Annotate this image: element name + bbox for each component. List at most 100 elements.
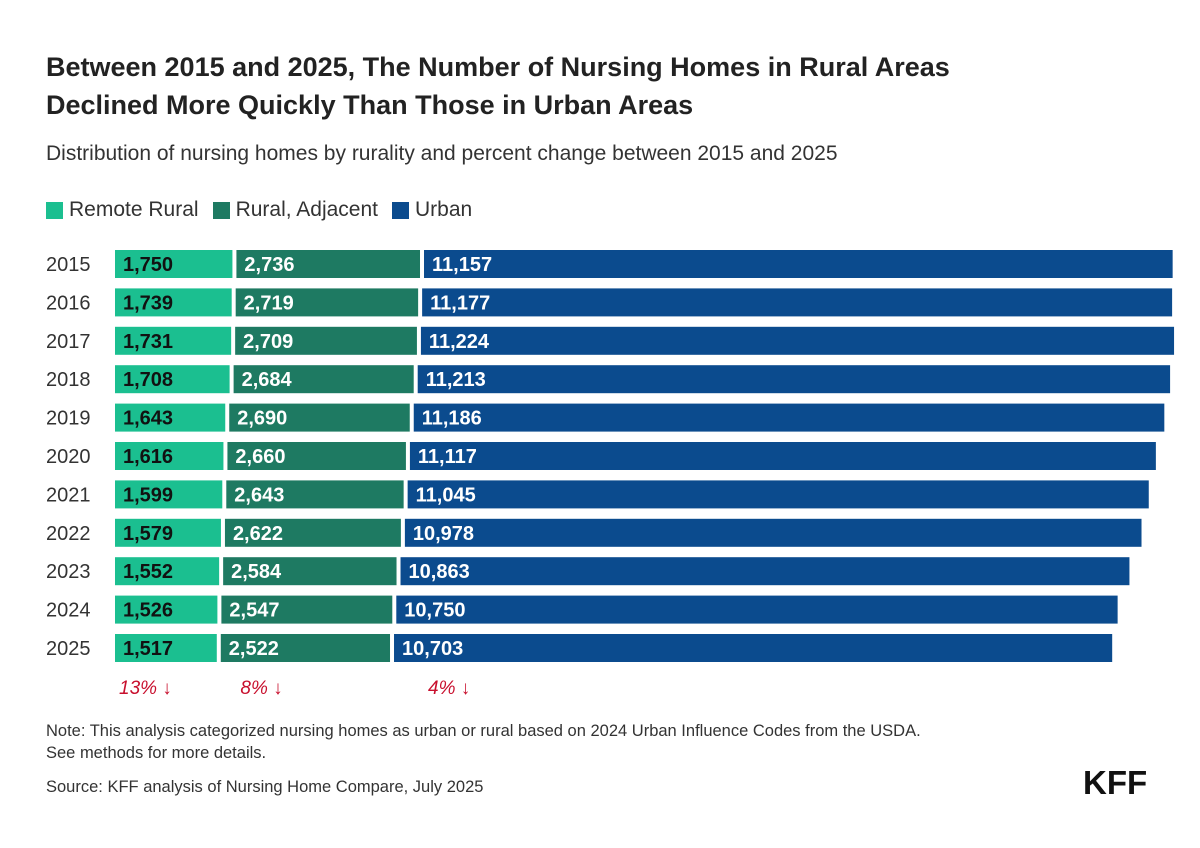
bar-label-rural-adjacent-2015: 2,736 <box>244 254 294 276</box>
legend-swatch-remote-rural <box>46 201 63 219</box>
kff-logo: KFF <box>1083 764 1148 801</box>
bar-rural-adjacent-2025 <box>220 634 391 662</box>
bar-label-rural-adjacent-2022: 2,622 <box>233 523 283 545</box>
bar-urban-2017 <box>420 326 1175 355</box>
change-label-urban: 4% ↓ <box>428 678 470 699</box>
bar-rural-adjacent-2022 <box>224 518 401 547</box>
bar-label-urban-2015: 11,157 <box>432 254 492 276</box>
bar-rural-adjacent-2024 <box>221 595 393 624</box>
bar-rural-adjacent-2021 <box>226 480 404 509</box>
bar-label-rural-adjacent-2018: 2,684 <box>242 369 293 391</box>
bar-remote-rural-2024 <box>115 595 218 624</box>
legend-item-urban: Urban <box>391 198 473 222</box>
note-line-1: Note: This analysis categorized nursing … <box>46 722 921 740</box>
bar-label-urban-2019: 11,186 <box>422 408 482 430</box>
year-label-2019: 2019 <box>46 408 91 430</box>
bar-label-remote-rural-2021: 1,599 <box>123 484 173 506</box>
legend-label-remote-rural: Remote Rural <box>69 198 199 221</box>
chart-source: Source: KFF analysis of Nursing Home Com… <box>46 778 484 796</box>
title-line-2: Declined More Quickly Than Those in Urba… <box>46 90 694 120</box>
bar-label-urban-2023: 10,863 <box>409 561 470 583</box>
bar-urban-2018 <box>417 365 1171 394</box>
bar-label-remote-rural-2025: 1,517 <box>123 638 173 660</box>
bar-label-remote-rural-2023: 1,552 <box>123 561 173 583</box>
bar-rural-adjacent-2017 <box>235 326 417 355</box>
bar-label-rural-adjacent-2016: 2,719 <box>244 292 294 314</box>
bar-remote-rural-2019 <box>115 403 226 432</box>
bar-label-rural-adjacent-2021: 2,643 <box>234 484 284 506</box>
legend-label-rural-adjacent: Rural, Adjacent <box>235 198 378 221</box>
bar-label-remote-rural-2020: 1,616 <box>123 446 173 468</box>
chart-subtitle: Distribution of nursing homes by ruralit… <box>46 142 838 165</box>
bar-urban-2023 <box>400 557 1130 586</box>
bar-remote-rural-2025 <box>115 634 217 662</box>
chart-note: Note: This analysis categorized nursing … <box>46 720 1086 764</box>
bar-label-remote-rural-2019: 1,643 <box>123 408 173 430</box>
year-label-2024: 2024 <box>46 600 91 622</box>
bar-remote-rural-2020 <box>115 442 224 470</box>
bar-urban-2025 <box>394 634 1113 662</box>
bar-label-rural-adjacent-2025: 2,522 <box>229 638 279 660</box>
bar-remote-rural-2018 <box>115 365 230 394</box>
year-label-2015: 2015 <box>46 254 91 276</box>
bar-rural-adjacent-2023 <box>223 557 397 586</box>
bar-label-urban-2021: 11,045 <box>416 484 476 506</box>
change-label-remote-rural: 13% ↓ <box>119 678 172 699</box>
bar-remote-rural-2016 <box>115 288 232 317</box>
bar-rural-adjacent-2015 <box>236 250 421 278</box>
bar-label-urban-2025: 10,703 <box>402 638 463 660</box>
bar-label-rural-adjacent-2017: 2,709 <box>243 331 293 353</box>
bar-label-remote-rural-2017: 1,731 <box>123 331 173 353</box>
bar-label-urban-2017: 11,224 <box>429 331 490 353</box>
bar-label-rural-adjacent-2023: 2,584 <box>231 561 282 583</box>
legend-item-remote-rural: Remote Rural <box>46 198 199 222</box>
year-label-2023: 2023 <box>46 561 91 583</box>
legend-item-rural-adjacent: Rural, Adjacent <box>212 198 378 222</box>
bar-label-remote-rural-2015: 1,750 <box>123 254 173 276</box>
legend-swatch-urban <box>391 201 409 219</box>
year-label-2018: 2018 <box>46 369 91 391</box>
bar-urban-2015 <box>424 250 1173 278</box>
note-line-2: See methods for more details. <box>46 744 267 762</box>
chart-title: Between 2015 and 2025, The Number of Nur… <box>46 48 1156 124</box>
bar-label-remote-rural-2016: 1,739 <box>123 292 173 314</box>
bar-rural-adjacent-2020 <box>227 442 406 470</box>
bar-urban-2016 <box>422 288 1173 317</box>
year-label-2020: 2020 <box>46 446 91 468</box>
bar-label-urban-2022: 10,978 <box>413 523 474 545</box>
bar-label-urban-2016: 11,177 <box>430 292 490 314</box>
year-label-2022: 2022 <box>46 523 91 545</box>
bar-label-rural-adjacent-2020: 2,660 <box>235 446 285 468</box>
bar-rural-adjacent-2019 <box>229 403 410 432</box>
year-label-2016: 2016 <box>46 292 91 314</box>
stacked-bar-chart: 2015 1,750 2,736 11,157 2016 1,739 2,719 11,177… <box>46 250 1175 699</box>
legend: Remote Rural Rural, Adjacent Urban <box>46 198 486 222</box>
bar-label-urban-2024: 10,750 <box>404 600 465 622</box>
legend-swatch-rural-adjacent <box>212 201 230 219</box>
year-label-2021: 2021 <box>46 484 91 506</box>
bar-label-remote-rural-2022: 1,579 <box>123 523 173 545</box>
bar-urban-2019 <box>413 403 1165 432</box>
bar-label-rural-adjacent-2024: 2,547 <box>229 600 279 622</box>
legend-label-urban: Urban <box>414 198 473 221</box>
bar-rural-adjacent-2018 <box>233 365 414 394</box>
bar-remote-rural-2017 <box>115 326 232 355</box>
year-label-2025: 2025 <box>46 638 91 660</box>
bar-urban-2024 <box>396 595 1118 624</box>
bar-urban-2020 <box>409 442 1156 470</box>
bar-label-urban-2020: 11,117 <box>418 446 477 468</box>
bar-remote-rural-2021 <box>115 480 223 509</box>
bar-label-remote-rural-2024: 1,526 <box>123 600 173 622</box>
year-label-2017: 2017 <box>46 331 91 353</box>
bar-urban-2022 <box>404 518 1142 547</box>
change-label-rural-adjacent: 8% ↓ <box>240 678 282 699</box>
bar-rural-adjacent-2016 <box>235 288 419 317</box>
title-line-1: Between 2015 and 2025, The Number of Nur… <box>46 52 950 82</box>
bar-label-remote-rural-2018: 1,708 <box>123 369 173 391</box>
bar-urban-2021 <box>407 480 1149 509</box>
bar-label-urban-2018: 11,213 <box>426 369 486 391</box>
bar-remote-rural-2015 <box>115 250 233 278</box>
bar-remote-rural-2022 <box>115 518 221 547</box>
bar-remote-rural-2023 <box>115 557 220 586</box>
bar-label-rural-adjacent-2019: 2,690 <box>237 408 287 430</box>
